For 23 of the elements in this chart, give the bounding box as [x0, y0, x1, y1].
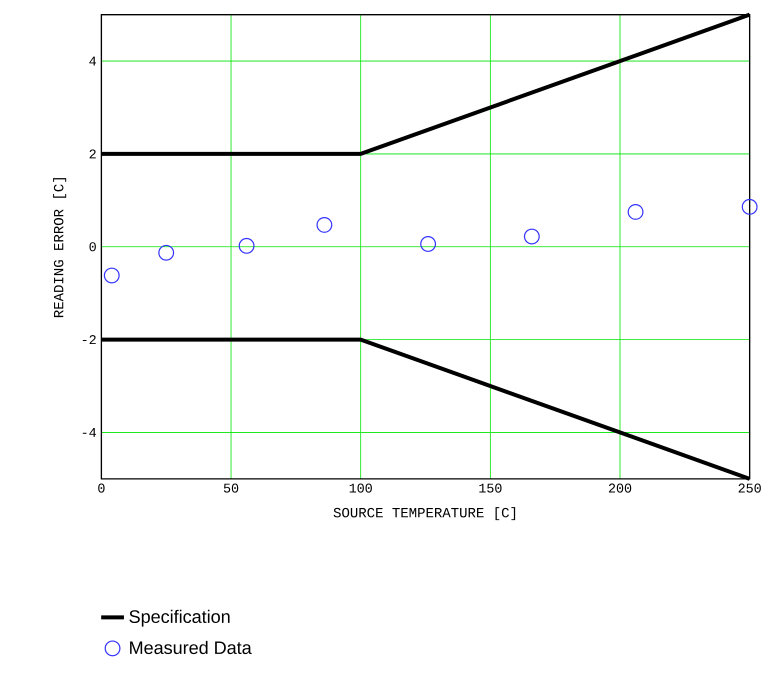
point	[628, 204, 644, 220]
y-tick-label: -2	[82, 334, 96, 344]
point	[742, 198, 758, 215]
y-axis-title: READING ERROR [C]	[53, 178, 66, 317]
x-tick-label: 200	[608, 483, 632, 492]
point	[158, 244, 174, 261]
point	[316, 216, 332, 233]
y-tick-label: 4	[89, 56, 96, 66]
x-axis-title: SOURCE TEMPERATURE [C]	[334, 506, 516, 520]
point	[104, 267, 120, 284]
point	[238, 238, 255, 254]
legend-label: Specification	[129, 610, 230, 626]
x-tick-label: 100	[350, 483, 372, 492]
y-tick-label: 2	[90, 149, 96, 158]
x-tick-label: 0	[98, 483, 105, 492]
point	[524, 228, 540, 244]
y-tick-label: 0	[89, 242, 96, 252]
legend-label: Measured Data	[130, 640, 252, 654]
x-tick-label: 150	[479, 483, 502, 492]
point	[420, 236, 436, 252]
x-tick-label: 50	[224, 483, 238, 492]
y-tick-label: -4	[82, 428, 96, 437]
x-tick-label: 250	[738, 483, 761, 492]
